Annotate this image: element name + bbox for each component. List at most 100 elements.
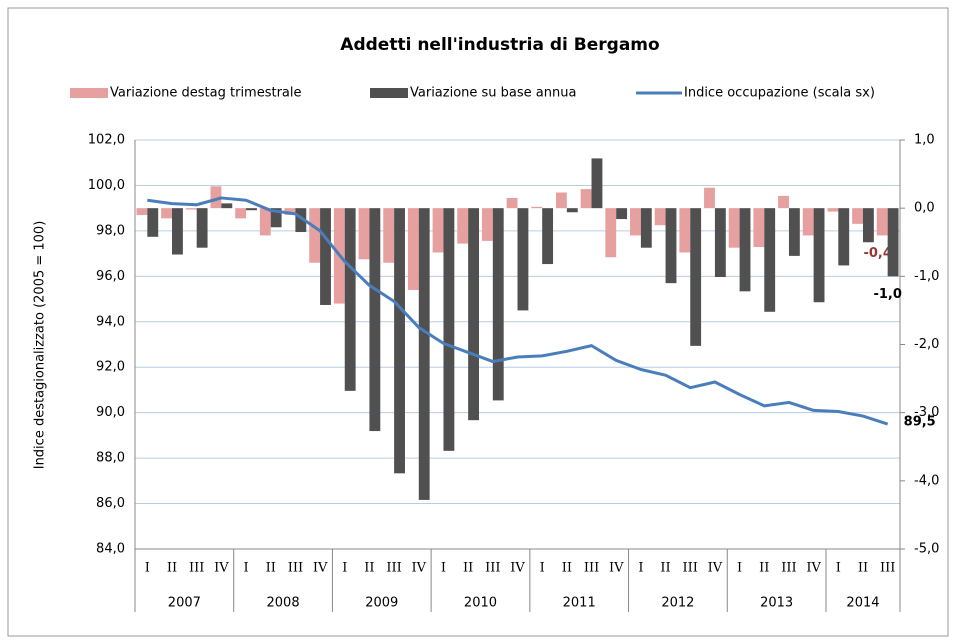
x-tick-label: II — [759, 561, 769, 576]
bar — [616, 208, 628, 220]
bar — [788, 208, 800, 256]
bar — [270, 208, 282, 228]
bar — [679, 208, 691, 253]
y-axis-label: Indice destagionalizzato (2005 = 100) — [33, 221, 48, 470]
x-tick-label: III — [485, 561, 500, 576]
bar — [432, 208, 444, 253]
x-tick-label: II — [858, 561, 868, 576]
bar — [566, 208, 578, 213]
bar — [580, 189, 592, 209]
bar — [654, 208, 666, 226]
bar — [196, 208, 208, 248]
bar — [739, 208, 751, 292]
bar — [753, 208, 765, 248]
x-tick-label: III — [189, 561, 204, 576]
bar — [813, 208, 825, 303]
y-tick-label: 90,0 — [96, 405, 125, 420]
x-tick-label: I — [441, 561, 446, 576]
x-group-label: 2008 — [267, 596, 300, 611]
bar — [778, 195, 789, 209]
x-tick-label: II — [660, 561, 670, 576]
x-tick-label: III — [683, 561, 698, 576]
x-tick-label: I — [737, 561, 742, 576]
bar — [802, 208, 814, 236]
bar — [147, 208, 159, 237]
bar — [704, 187, 715, 209]
x-tick-label: III — [386, 561, 401, 576]
chart-title: Addetti nell'industria di Bergamo — [340, 35, 659, 55]
y-tick-label: 92,0 — [96, 360, 125, 375]
bar — [728, 208, 740, 248]
x-tick-label: I — [836, 561, 841, 576]
bar — [690, 208, 702, 346]
y-tick-label: 102,0 — [88, 133, 125, 148]
bar — [295, 208, 307, 233]
data-label: 89,5 — [904, 415, 936, 430]
x-tick-label: IV — [510, 561, 525, 576]
x-tick-label: III — [781, 561, 796, 576]
y2-tick-label: -1,0 — [914, 269, 939, 284]
x-tick-label: IV — [313, 561, 328, 576]
bar — [714, 208, 726, 278]
data-label: -1,0 — [873, 287, 901, 302]
bar — [555, 192, 567, 209]
bar — [876, 208, 888, 236]
bar — [605, 208, 617, 258]
y-tick-label: 86,0 — [96, 496, 125, 511]
x-tick-label: IV — [609, 561, 624, 576]
legend-label: Variazione su base annua — [410, 86, 576, 101]
x-tick-label: III — [288, 561, 303, 576]
legend-label: Variazione destag trimestrale — [110, 86, 302, 101]
bar — [383, 208, 395, 263]
x-tick-label: II — [463, 561, 473, 576]
y2-tick-label: -5,0 — [914, 542, 939, 557]
data-label: -0,4 — [863, 246, 891, 261]
bar — [827, 208, 839, 212]
bar — [369, 208, 381, 432]
bar — [591, 158, 603, 209]
x-group-label: 2009 — [365, 596, 398, 611]
bar — [481, 208, 493, 241]
bar — [407, 208, 419, 290]
y-tick-label: 88,0 — [96, 451, 125, 466]
bar — [185, 208, 197, 210]
bar — [443, 208, 455, 451]
bar — [172, 208, 183, 255]
y-tick-label: 84,0 — [96, 542, 125, 557]
line — [147, 196, 889, 426]
bar — [517, 208, 529, 311]
legend-swatch — [370, 88, 408, 98]
bar — [838, 208, 850, 266]
bar — [492, 208, 504, 401]
x-group-label: 2007 — [168, 596, 201, 611]
bar — [531, 206, 543, 209]
bar — [862, 208, 874, 243]
x-group-label: 2010 — [464, 596, 497, 611]
bar — [468, 208, 480, 421]
bar — [259, 208, 271, 236]
bar — [161, 208, 173, 219]
bar — [640, 208, 652, 248]
bar — [210, 186, 222, 209]
y2-tick-label: -2,0 — [914, 337, 939, 352]
legend-label: Indice occupazione (scala sx) — [684, 86, 875, 101]
x-tick-label: I — [145, 561, 150, 576]
bar — [506, 197, 518, 209]
x-tick-label: I — [638, 561, 643, 576]
x-tick-label: IV — [214, 561, 229, 576]
x-tick-label: III — [880, 561, 895, 576]
bar — [764, 208, 776, 312]
x-tick-label: III — [584, 561, 599, 576]
x-tick-label: II — [167, 561, 177, 576]
x-group-label: 2013 — [760, 596, 793, 611]
x-group-label: 2012 — [661, 596, 694, 611]
bar — [358, 208, 370, 260]
y2-tick-label: -4,0 — [914, 473, 939, 488]
y-tick-label: 98,0 — [96, 223, 125, 238]
legend-swatch — [70, 88, 108, 98]
bar — [665, 208, 677, 284]
bar — [457, 208, 469, 244]
bar — [309, 208, 321, 263]
x-group-label: 2014 — [846, 596, 879, 611]
